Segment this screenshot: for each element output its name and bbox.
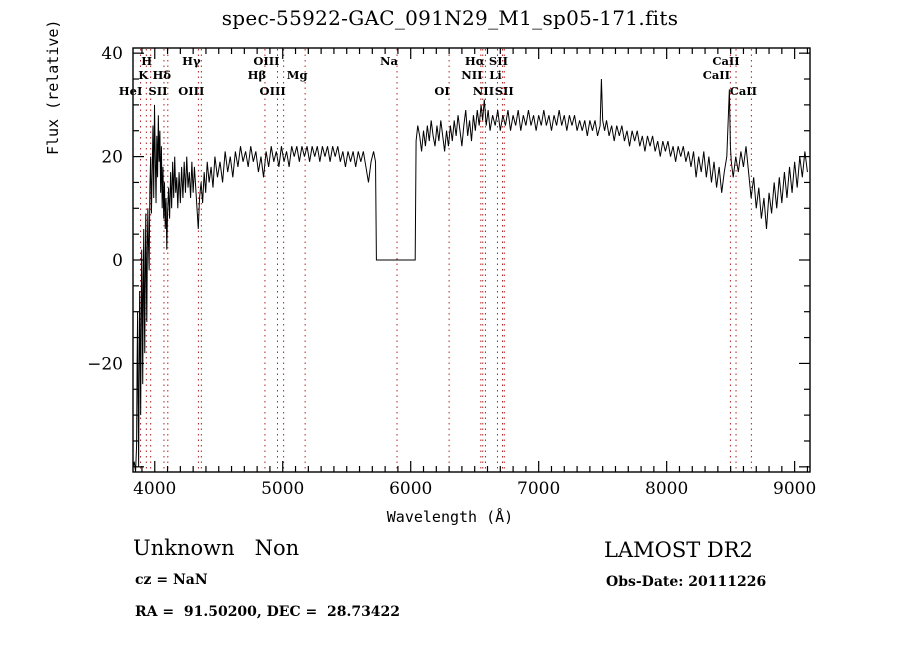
spectral-line-label: SII	[489, 54, 508, 68]
plot-frame	[132, 47, 811, 473]
spectral-line-label: Mg	[287, 68, 308, 82]
spectral-line-label: K	[138, 68, 149, 82]
spectral-line-label: CaII	[712, 54, 739, 68]
page-title: spec-55922-GAC_091N29_M1_sp05-171.fits	[221, 6, 679, 30]
spectral-line-label: Hβ	[248, 68, 267, 82]
x-axis-label: Wavelength (Å)	[386, 508, 514, 526]
spectral-line-label: OI	[434, 84, 449, 98]
spectral-line-label: Na	[380, 54, 399, 68]
x-tick-label: 6000	[389, 479, 432, 499]
spectral-line-label: SII	[148, 84, 167, 98]
spectral-line-label: NII	[461, 68, 482, 82]
spectrum-trace	[132, 79, 808, 473]
spectral-line-label: Hδ	[153, 68, 172, 82]
x-tick-label: 7000	[517, 479, 560, 499]
spectral-line-label: Li	[489, 68, 502, 82]
x-tick-label: 5000	[261, 479, 304, 499]
obs-date-text: Obs-Date: 20111226	[606, 574, 767, 590]
spectral-line-label: HeI	[119, 84, 143, 98]
spectral-line-label: OIII	[178, 84, 204, 98]
spectral-line-label: SII	[495, 84, 514, 98]
x-tick-label: 4000	[133, 479, 176, 499]
cz-text: cz = NaN	[135, 572, 208, 588]
radec-text: RA = 91.50200, DEC = 28.73422	[135, 604, 401, 620]
y-axis-ticks: −20 0 20 40	[87, 44, 810, 468]
x-tick-label: 8000	[645, 479, 688, 499]
y-tick-label: 20	[101, 148, 123, 168]
spectral-line-label: NII	[473, 84, 494, 98]
x-axis-ticks: 4000 5000 6000 7000 8000 9000	[133, 48, 816, 499]
y-tick-label: 40	[101, 44, 123, 64]
spectral-line-label: CaII	[703, 68, 730, 82]
y-axis-label: Flux (relative)	[44, 19, 62, 155]
spectral-line-label: H	[141, 54, 152, 68]
survey-text: LAMOST DR2	[604, 538, 753, 562]
object-class-text: Unknown Non	[133, 536, 300, 560]
x-tick-label: 9000	[773, 479, 816, 499]
y-tick-label: 0	[112, 251, 123, 271]
spectral-line-label: Hα	[465, 54, 485, 68]
spectral-line-label: CaII	[730, 84, 757, 98]
y-tick-label: −20	[87, 354, 123, 374]
spectral-line-label: OIII	[260, 84, 286, 98]
spectral-line-labels: HKHeIHδSIIHγOIIIHβOIIIOIIIMgNaOINIIHαNII…	[119, 54, 757, 98]
spectral-line-markers	[140, 49, 752, 471]
spectral-line-label: Hγ	[182, 54, 201, 68]
spectral-line-label: OIII	[253, 54, 279, 68]
